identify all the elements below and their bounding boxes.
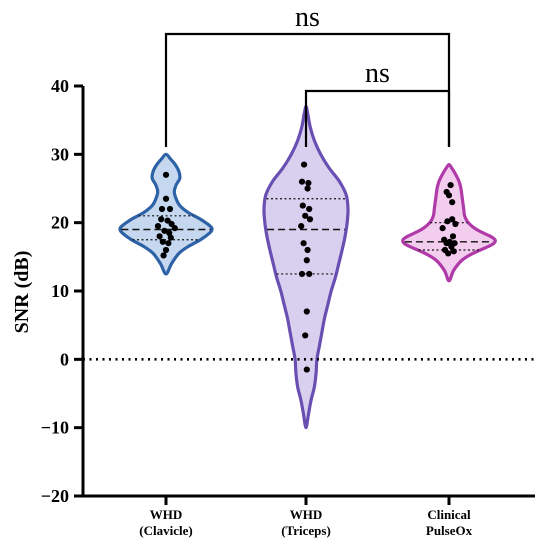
- y-tick-label: 40: [51, 76, 69, 96]
- data-point: [443, 240, 450, 247]
- data-point: [159, 238, 166, 245]
- data-point: [298, 178, 306, 185]
- data-point: [449, 233, 457, 240]
- significance-label: ns: [365, 58, 390, 89]
- data-point: [299, 202, 306, 209]
- data-point: [306, 270, 313, 278]
- violin-2: [262, 104, 350, 430]
- data-point: [166, 205, 174, 213]
- data-point: [452, 220, 459, 228]
- data-point: [154, 222, 162, 230]
- data-point: [303, 366, 310, 373]
- data-point: [303, 308, 310, 315]
- violin-body: [262, 104, 350, 430]
- data-point: [158, 205, 166, 213]
- data-point: [166, 229, 173, 237]
- data-point: [449, 216, 456, 223]
- data-point: [302, 212, 309, 219]
- category-label: WHD (Triceps): [281, 507, 331, 538]
- y-tick-label: −20: [41, 486, 69, 506]
- data-point: [444, 218, 451, 225]
- data-point: [304, 246, 311, 254]
- data-point: [162, 246, 170, 254]
- data-point: [161, 227, 168, 234]
- data-point: [447, 181, 454, 189]
- data-point: [304, 185, 311, 192]
- y-tick-label: 20: [51, 213, 69, 233]
- data-point: [306, 216, 314, 223]
- significance-label: ns: [295, 2, 320, 33]
- data-point: [162, 195, 170, 202]
- data-point: [300, 161, 308, 168]
- axes-group: 40 30 20 10 0 −10 −20 WHD (Clavicle) WHD (Triceps)…: [41, 76, 535, 538]
- data-point: [449, 199, 456, 206]
- violin-1: [118, 152, 214, 276]
- data-point: [298, 222, 305, 230]
- data-point: [302, 332, 309, 339]
- data-point: [165, 240, 172, 247]
- violin-3: [401, 162, 497, 283]
- violin-body: [118, 152, 214, 276]
- significance-bracket: ns: [304, 58, 451, 147]
- data-point: [450, 248, 457, 255]
- data-point: [303, 257, 310, 264]
- data-point: [160, 252, 167, 259]
- data-point: [162, 171, 170, 178]
- y-tick-label: 0: [60, 349, 69, 369]
- data-point: [300, 240, 307, 247]
- data-point: [156, 233, 163, 240]
- y-tick-label: 10: [51, 281, 69, 301]
- category-label: WHD (Clavicle): [139, 507, 192, 538]
- data-point: [305, 179, 312, 187]
- significance-group: ns ns: [164, 2, 451, 147]
- category-label: Clinical PulseOx: [426, 507, 473, 538]
- data-point: [445, 192, 453, 199]
- data-point: [448, 243, 455, 250]
- data-point: [298, 270, 306, 278]
- data-point: [306, 205, 313, 213]
- violins-group: [118, 104, 497, 430]
- y-tick-label: −10: [41, 418, 69, 438]
- y-tick-label: 30: [51, 144, 69, 164]
- data-point: [171, 225, 178, 232]
- data-point: [445, 250, 452, 257]
- data-point: [158, 216, 165, 223]
- bracket-line: [304, 89, 451, 147]
- y-axis-label: SNR (dB): [11, 251, 33, 334]
- data-point: [167, 234, 174, 241]
- data-point: [439, 225, 446, 232]
